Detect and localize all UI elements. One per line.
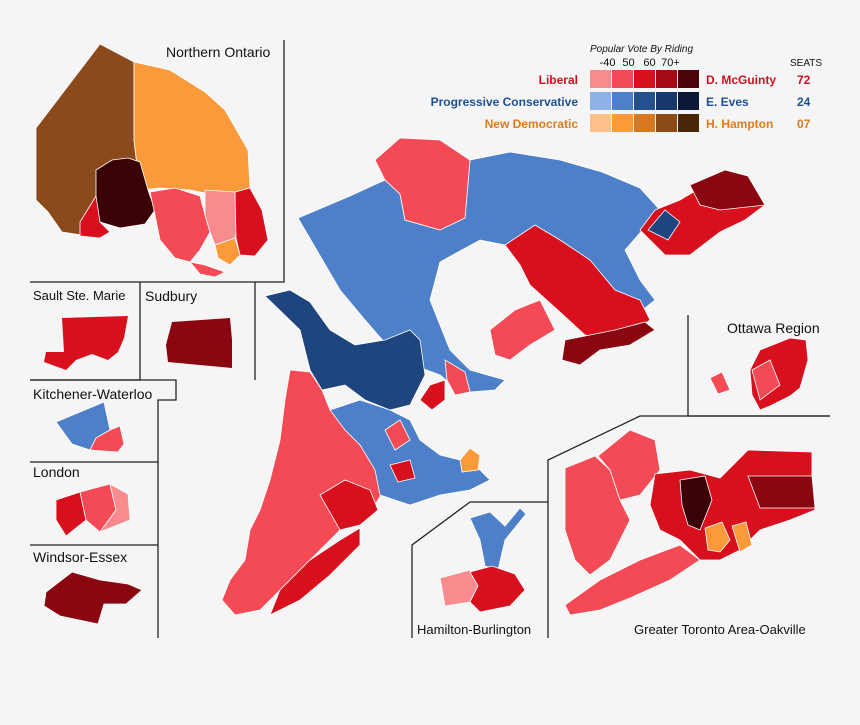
seats-ndp: 07 [797,117,811,131]
ottawa-region-map [709,337,809,411]
seats-header: SEATS [790,58,823,69]
london-map [55,483,131,537]
seats-liberal: 72 [797,73,811,87]
kitchener-waterloo-label: Kitchener-Waterloo [33,386,153,402]
london-label: London [33,464,80,480]
pc-swatches [590,92,700,110]
northern-ontario-map [35,43,269,278]
legend-tick: 60 [643,57,656,69]
leader-pc: E. Eves [706,95,749,109]
sault-ste-marie-map [44,316,128,370]
liberal-swatches [590,70,700,88]
swatch [612,114,633,132]
swatch [678,114,699,132]
swatch [656,92,677,110]
seats-pc: 24 [797,95,811,109]
legend-tick: -40 [599,57,616,69]
ndp-swatches [590,114,700,132]
swatch [590,114,611,132]
legend-tick: 50 [622,57,635,69]
leader-ndp: H. Hampton [706,117,774,131]
hamilton-burlington-label: Hamilton-Burlington [417,622,532,637]
legend-tick: 70+ [661,57,680,69]
gta-oakville-map [564,429,816,616]
swatch [634,70,655,88]
swatch [634,92,655,110]
swatch [656,70,677,88]
inset-borders [30,40,830,638]
sudbury-map [166,318,232,368]
swatch [678,92,699,110]
party-pc: Progressive Conservative [430,95,578,109]
leader-liberal: D. McGuinty [706,73,777,87]
southern-ontario-map [221,137,766,616]
windsor-essex-map [43,571,143,625]
sault-ste-marie-label: Sault Ste. Marie [33,288,126,303]
windsor-essex-label: Windsor-Essex [33,549,128,565]
swatch [590,70,611,88]
hamilton-burlington-map [439,507,527,613]
gta-oakville-label: Greater Toronto Area-Oakville [634,622,806,637]
swatch [634,114,655,132]
swatch [656,114,677,132]
swatch [612,92,633,110]
swatch [612,70,633,88]
party-liberal: Liberal [538,73,578,87]
party-ndp: New Democratic [484,117,578,131]
legend-title: Popular Vote By Riding [590,44,694,55]
swatch [590,92,611,110]
legend-ticks: -40 50 60 70+ [597,57,681,69]
kitchener-waterloo-map [55,401,125,453]
ottawa-region-label: Ottawa Region [727,320,820,336]
northern-ontario-label: Northern Ontario [166,44,271,60]
swatch [678,70,699,88]
sudbury-label: Sudbury [145,288,198,304]
